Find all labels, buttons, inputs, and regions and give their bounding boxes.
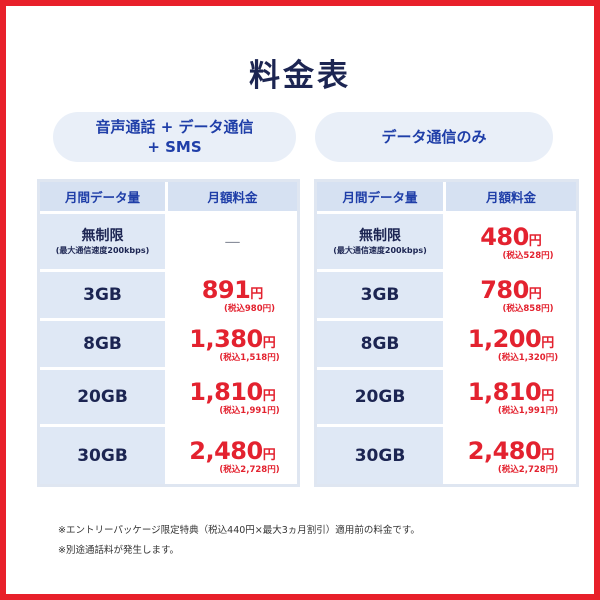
tax-included-price: (税込2,728円) — [497, 464, 559, 475]
price-cell: 2,480円 (税込2,728円) — [446, 427, 576, 484]
plan-label-line1: データ通信のみ — [381, 128, 487, 146]
footnote: ※エントリーパッケージ限定特典（税込440円×最大3ヵ月割引）適用前の料金です。 — [58, 525, 420, 536]
no-plan-dash: — — [224, 232, 241, 251]
tax-included-price: (税込1,320円) — [497, 353, 559, 363]
yen-unit: 円 — [528, 287, 542, 302]
yen-unit: 円 — [541, 389, 555, 404]
yen-unit: 円 — [541, 447, 555, 463]
price-amount: 2,480 — [189, 436, 263, 465]
table-row: 無制限 (最大通信速度200kbps) — — [40, 214, 297, 272]
tax-included-price: (税込980円) — [223, 304, 275, 314]
header-price: 月額料金 — [446, 182, 576, 214]
price-cell: 780円 (税込858円) — [446, 272, 576, 321]
price-amount: 1,380 — [189, 325, 263, 353]
table-row: 8GB 1,380円 (税込1,518円) — [40, 321, 297, 370]
plan-cell: 8GB — [317, 321, 446, 370]
plan-label-line2: + SMS — [147, 138, 202, 156]
plan-cell: 3GB — [317, 272, 446, 321]
page-title: 料金表 — [249, 58, 351, 94]
price-table-voice: 月間データ量 月額料金 無制限 (最大通信速度200kbps) — 3GB 89… — [37, 179, 300, 487]
plan-label-line1: 音声通話 + データ通信 — [95, 118, 254, 136]
tax-included-price: (税込1,991円) — [219, 406, 280, 416]
price-amount: 780 — [480, 276, 529, 304]
price-cell: — — [168, 214, 297, 272]
table-row: 30GB 2,480円 (税込2,728円) — [40, 427, 297, 484]
plan-cell: 20GB — [317, 370, 446, 427]
table-row: 20GB 1,810円 (税込1,991円) — [317, 370, 576, 427]
yen-unit: 円 — [262, 389, 276, 404]
plan-cell: 3GB — [40, 272, 168, 321]
header-data: 月間データ量 — [40, 182, 168, 214]
plan-cell: 30GB — [40, 427, 168, 484]
tax-included-price: (税込1,991円) — [497, 406, 559, 416]
plan-cell: 8GB — [40, 321, 168, 370]
plan-label-voice-data-sms: 音声通話 + データ通信 + SMS — [53, 112, 296, 162]
price-amount: 1,200 — [467, 325, 542, 353]
price-cell: 1,810円 (税込1,991円) — [168, 370, 297, 427]
price-amount: 1,810 — [467, 378, 542, 406]
header-price: 月額料金 — [168, 182, 297, 214]
price-cell: 1,200円 (税込1,320円) — [446, 321, 576, 370]
yen-unit: 円 — [262, 447, 276, 463]
price-cell: 2,480円 (税込2,728円) — [168, 427, 297, 484]
yen-unit: 円 — [528, 233, 542, 249]
table-row: 20GB 1,810円 (税込1,991円) — [40, 370, 297, 427]
price-amount: 480 — [480, 222, 529, 251]
tax-included-price: (税込1,518円) — [219, 353, 280, 363]
table-row: 3GB 891円 (税込980円) — [40, 272, 297, 321]
plan-cell: 無制限 (最大通信速度200kbps) — [40, 214, 168, 272]
tax-included-price: (税込858円) — [502, 304, 554, 314]
header-data: 月間データ量 — [317, 182, 446, 214]
price-amount: 2,480 — [467, 436, 542, 465]
plan-cell: 20GB — [40, 370, 168, 427]
price-cell: 1,810円 (税込1,991円) — [446, 370, 576, 427]
table-row: 8GB 1,200円 (税込1,320円) — [317, 321, 576, 370]
price-amount: 1,810 — [189, 378, 263, 406]
plan-cell: 30GB — [317, 427, 446, 484]
plan-label-data-only: データ通信のみ — [315, 112, 553, 162]
plan-cell: 無制限 (最大通信速度200kbps) — [317, 214, 446, 272]
price-amount: 891 — [201, 276, 251, 304]
footnote: ※別途通話料が発生します。 — [58, 545, 180, 556]
tax-included-price: (税込2,728円) — [219, 464, 280, 475]
price-table-data-only: 月間データ量 月額料金 無制限 (最大通信速度200kbps) 480円 (税込… — [314, 179, 579, 487]
table-row: 30GB 2,480円 (税込2,728円) — [317, 427, 576, 484]
price-cell: 891円 (税込980円) — [168, 272, 297, 321]
yen-unit: 円 — [262, 336, 276, 351]
price-cell: 1,380円 (税込1,518円) — [168, 321, 297, 370]
yen-unit: 円 — [541, 336, 555, 351]
price-cell: 480円 (税込528円) — [446, 214, 576, 272]
table-row: 3GB 780円 (税込858円) — [317, 272, 576, 321]
table-row: 無制限 (最大通信速度200kbps) 480円 (税込528円) — [317, 214, 576, 272]
yen-unit: 円 — [250, 287, 264, 302]
tax-included-price: (税込528円) — [502, 250, 554, 261]
